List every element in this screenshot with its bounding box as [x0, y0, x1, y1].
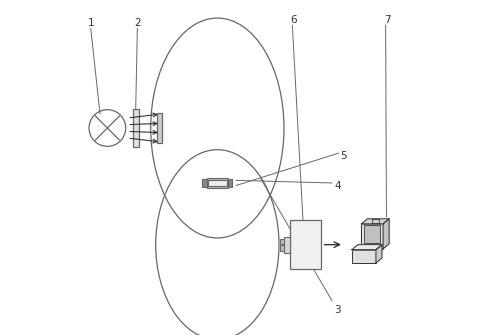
- Text: 6: 6: [291, 15, 297, 25]
- Bar: [290, 220, 322, 269]
- Bar: [208, 180, 226, 186]
- Bar: [133, 109, 139, 147]
- Text: 7: 7: [384, 15, 390, 25]
- Text: 5: 5: [341, 151, 347, 161]
- Bar: [372, 219, 379, 223]
- Text: 1: 1: [87, 18, 94, 28]
- Polygon shape: [383, 219, 389, 249]
- Polygon shape: [362, 219, 389, 224]
- Polygon shape: [376, 245, 382, 263]
- Bar: [364, 225, 381, 243]
- Polygon shape: [352, 245, 382, 250]
- Bar: [280, 245, 284, 251]
- Bar: [284, 237, 290, 253]
- Bar: [157, 113, 162, 143]
- Bar: [203, 179, 232, 187]
- Text: 2: 2: [134, 18, 141, 28]
- Bar: [280, 239, 284, 244]
- Bar: [206, 178, 228, 188]
- Text: 4: 4: [334, 181, 341, 191]
- Text: 3: 3: [334, 305, 341, 314]
- Bar: [352, 250, 376, 263]
- Bar: [362, 224, 383, 249]
